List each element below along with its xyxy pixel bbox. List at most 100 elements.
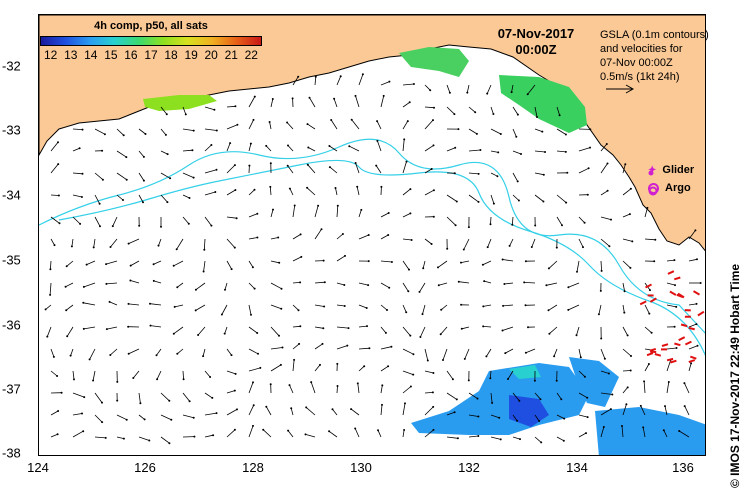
velocity-arrow-head: [168, 399, 171, 402]
velocity-arrow: [512, 194, 520, 201]
velocity-arrow-head: [384, 331, 387, 334]
velocity-arrow: [622, 238, 633, 242]
velocity-arrow: [329, 166, 338, 174]
velocity-arrow-head: [583, 375, 586, 378]
velocity-arrow-head: [122, 134, 125, 137]
velocity-arrow-head: [253, 287, 256, 290]
velocity-arrow-head: [456, 437, 459, 440]
velocity-arrow: [204, 169, 217, 174]
velocity-arrow-head: [403, 429, 406, 431]
legend-arrow-icon: [606, 84, 635, 94]
velocity-arrow-head: [234, 372, 237, 375]
velocity-arrow-head: [405, 160, 408, 163]
x-tick: 126: [134, 460, 156, 475]
velocity-arrow-head: [387, 365, 390, 368]
velocity-arrow: [490, 436, 501, 440]
velocity-arrow-head: [253, 95, 256, 98]
velocity-arrow: [226, 429, 236, 438]
velocity-arrow-head: [308, 96, 311, 99]
velocity-arrow-head: [530, 246, 533, 248]
velocity-arrow: [640, 405, 646, 416]
velocity-arrow-head: [148, 439, 151, 442]
velocity-arrow-head: [156, 378, 159, 381]
velocity-arrow-head: [460, 261, 462, 264]
velocity-arrow-head: [486, 92, 489, 95]
velocity-arrow: [156, 370, 162, 380]
velocity-arrow-head: [366, 325, 368, 328]
velocity-arrow: [578, 238, 584, 248]
velocity-arrow: [440, 304, 448, 311]
velocity-arrow-head: [81, 412, 83, 415]
velocity-arrow: [512, 414, 518, 422]
velocity-arrow: [643, 381, 646, 394]
velocity-arrow: [248, 405, 255, 416]
velocity-arrow: [622, 282, 625, 292]
velocity-arrow-head: [527, 326, 529, 329]
velocity-arrow-head: [230, 354, 233, 357]
velocity-arrow: [160, 106, 168, 115]
velocity-arrow: [349, 145, 360, 152]
velocity-arrow: [336, 304, 345, 307]
velocity-arrow-head: [534, 224, 537, 227]
map-canvas: [39, 15, 705, 455]
scale-label: 18: [164, 48, 178, 62]
front-marker: [674, 342, 681, 347]
velocity-arrow: [336, 76, 342, 86]
velocity-arrow-head: [299, 325, 302, 328]
velocity-arrow: [314, 304, 325, 307]
velocity-arrow: [314, 281, 325, 284]
velocity-arrow: [446, 106, 455, 115]
velocity-arrow-head: [253, 188, 256, 191]
velocity-arrow: [72, 216, 81, 225]
velocity-arrow: [578, 348, 582, 358]
velocity-arrow-head: [78, 147, 81, 150]
velocity-arrow-head: [409, 188, 412, 191]
velocity-arrow-head: [502, 304, 505, 307]
velocity-arrow: [204, 392, 213, 399]
velocity-arrow-head: [426, 359, 429, 362]
velocity-arrow-head: [57, 163, 60, 166]
velocity-arrow: [486, 348, 492, 357]
velocity-arrow: [688, 323, 697, 328]
velocity-arrow: [512, 172, 519, 182]
velocity-arrow-head: [101, 149, 104, 152]
velocity-arrow: [644, 304, 650, 314]
velocity-arrow: [446, 392, 458, 400]
velocity-arrow-head: [65, 265, 68, 268]
velocity-arrow-head: [215, 129, 218, 132]
velocity-arrow: [248, 425, 254, 438]
velocity-arrow-head: [599, 289, 602, 292]
velocity-arrow-head: [673, 259, 676, 262]
velocity-arrow: [50, 410, 59, 416]
velocity-arrow-head: [409, 212, 412, 215]
velocity-arrow-head: [211, 396, 214, 399]
velocity-arrow-head: [149, 302, 151, 305]
velocity-arrow: [422, 304, 426, 315]
velocity-arrows: [44, 73, 702, 445]
velocity-arrow-head: [69, 354, 72, 357]
velocity-arrow: [468, 194, 479, 203]
map-frame: [38, 14, 706, 456]
velocity-arrow: [402, 348, 414, 355]
velocity-arrow-head: [98, 202, 101, 205]
velocity-arrow-head: [629, 369, 632, 372]
velocity-arrow-head: [626, 386, 629, 389]
legend-line: 07-Nov 00:00Z: [600, 57, 673, 69]
velocity-arrow: [424, 145, 434, 152]
velocity-arrow-head: [139, 402, 142, 405]
velocity-arrow: [204, 144, 212, 152]
velocity-arrow: [160, 194, 168, 203]
velocity-arrow-head: [360, 208, 363, 211]
velocity-arrow-head: [699, 282, 702, 284]
velocity-arrow-head: [538, 420, 541, 422]
velocity-arrow-head: [430, 168, 433, 170]
velocity-arrow: [556, 436, 564, 442]
velocity-arrow: [380, 234, 389, 240]
velocity-arrow-head: [233, 428, 236, 431]
velocity-arrow-head: [334, 187, 337, 189]
velocity-arrow: [182, 370, 184, 380]
velocity-arrow: [248, 348, 259, 355]
velocity-arrow-head: [603, 357, 606, 360]
front-marker: [661, 343, 669, 347]
velocity-arrow-head: [555, 246, 558, 249]
